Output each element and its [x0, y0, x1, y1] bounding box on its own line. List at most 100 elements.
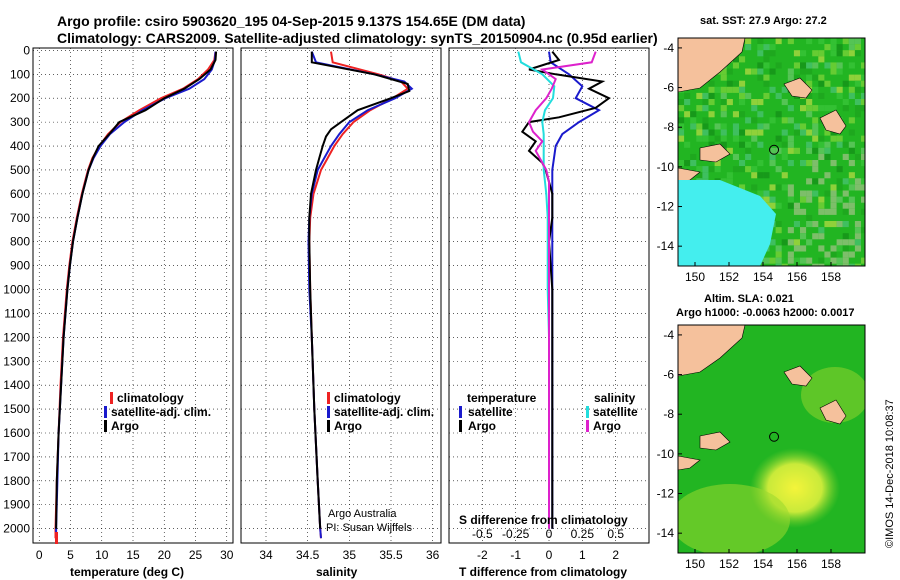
- sst-pixel: [781, 86, 788, 93]
- sst-pixel: [726, 172, 733, 179]
- sst-pixel: [708, 111, 715, 118]
- sst-pixel: [806, 141, 813, 148]
- sst-pixel: [861, 227, 865, 234]
- x-tick-label: 25: [189, 548, 203, 562]
- sst-pixel: [775, 221, 782, 228]
- sst-pixel: [757, 111, 764, 118]
- sst-pixel: [854, 74, 861, 81]
- sst-pixel: [806, 80, 813, 87]
- sst-pixel: [775, 202, 782, 209]
- legend-label-t-argo: Argo: [468, 419, 496, 433]
- sst-pixel: [702, 99, 709, 106]
- depth-tick-label: 300: [10, 115, 30, 129]
- sst-pixel: [739, 166, 746, 173]
- sst-pixel: [684, 92, 691, 99]
- argo-position-marker: [769, 431, 780, 442]
- sst-pixel: [739, 141, 746, 148]
- sst-pixel: [787, 141, 794, 148]
- sst-pixel: [812, 62, 819, 69]
- x-tick-label: 20: [158, 548, 172, 562]
- sst-pixel: [818, 80, 825, 87]
- sst-pixel: [763, 50, 770, 57]
- sst-pixel: [842, 80, 849, 87]
- x-tick-label: 36: [426, 548, 440, 562]
- sst-pixel: [848, 50, 855, 57]
- depth-tick-label: 600: [10, 187, 30, 201]
- sst-pixel: [848, 263, 855, 266]
- sst-pixel: [854, 44, 861, 51]
- sst-pixel: [861, 62, 865, 69]
- sst-pixel: [830, 129, 837, 136]
- sst-pixel: [678, 123, 685, 130]
- map-x-tick-label: 158: [821, 270, 841, 284]
- map-y-tick-label: -4: [663, 328, 674, 342]
- sst-pixel: [812, 129, 819, 136]
- sst-pixel: [720, 74, 727, 81]
- sst-pixel: [854, 178, 861, 185]
- sst-map-axes: 150 152 154 156 158 -4 -6 -8 -10 -12 -14: [657, 41, 842, 284]
- sst-pixel: [769, 50, 776, 57]
- sst-pixel: [848, 184, 855, 191]
- sst-pixel: [800, 123, 807, 130]
- sst-pixel: [830, 221, 837, 228]
- sst-pixel: [702, 166, 709, 173]
- sst-pixel: [775, 263, 782, 266]
- sst-land-bougainville: [819, 109, 847, 135]
- sst-pixel: [739, 111, 746, 118]
- x-tick-label: -1: [510, 548, 521, 562]
- sst-pixel: [812, 147, 819, 154]
- sst-pixel: [763, 80, 770, 87]
- sst-pixel: [757, 160, 764, 167]
- sst-pixel: [781, 147, 788, 154]
- sst-pixel: [726, 99, 733, 106]
- sst-pixel: [848, 141, 855, 148]
- map-y-tick-label: -14: [657, 526, 675, 540]
- sst-pixel: [751, 172, 758, 179]
- sst-pixel: [787, 117, 794, 124]
- sst-pixel: [812, 221, 819, 228]
- sst-pixel: [800, 50, 807, 57]
- difference-panel: -2 -1 0 1 2 -0.5 -0.25 0 0.25 0.5 temperature sa…: [448, 47, 650, 579]
- sst-pixel: [739, 129, 746, 136]
- sst-pixel: [787, 160, 794, 167]
- sst-pixel: [702, 129, 709, 136]
- salinity-panel: 34 34.5 35 35.5 36 salinity climatology sate…: [240, 47, 442, 579]
- sst-map-frame: [677, 37, 866, 267]
- sla-land-island: [678, 455, 701, 471]
- sst-pixel: [745, 38, 752, 45]
- sst-pixel: [763, 190, 770, 197]
- sst-pixel: [861, 74, 865, 81]
- x-tick-label: 35: [343, 548, 357, 562]
- sst-pixel: [848, 239, 855, 246]
- sst-pixel: [824, 190, 831, 197]
- sst-pixel: [745, 166, 752, 173]
- sst-pixel: [696, 166, 703, 173]
- legend-label-s-argo: Argo: [593, 419, 621, 433]
- sst-land-newbritain: [783, 77, 813, 99]
- sst-pixel: [714, 123, 721, 130]
- sst-pixel: [751, 105, 758, 112]
- sst-pixel: [690, 123, 697, 130]
- sst-pixel: [763, 196, 770, 203]
- sst-pixel: [720, 86, 727, 93]
- map-y-tick-label: -6: [663, 368, 674, 382]
- sst-pixel: [824, 80, 831, 87]
- sst-pixel: [861, 99, 865, 106]
- sst-pixel: [806, 129, 813, 136]
- x-tick-label: 0: [546, 548, 553, 562]
- sla-map-axes: 150 152 154 156 158 -4 -6 -8 -10 -12 -14: [657, 328, 842, 571]
- sst-pixel: [830, 190, 837, 197]
- sst-pixel: [775, 62, 782, 69]
- sst-pixel: [775, 38, 782, 45]
- sst-pixel: [696, 105, 703, 112]
- sst-pixel: [800, 62, 807, 69]
- sst-pixel: [836, 196, 843, 203]
- sst-pixel: [775, 92, 782, 99]
- sst-pixel: [732, 111, 739, 118]
- depth-tick-label: 400: [10, 139, 30, 153]
- sst-pixel: [696, 123, 703, 130]
- sst-pixel: [732, 56, 739, 63]
- sst-pixel: [763, 56, 770, 63]
- depth-tick-label: 1300: [3, 354, 30, 368]
- legend-marker-satellite: [327, 406, 330, 418]
